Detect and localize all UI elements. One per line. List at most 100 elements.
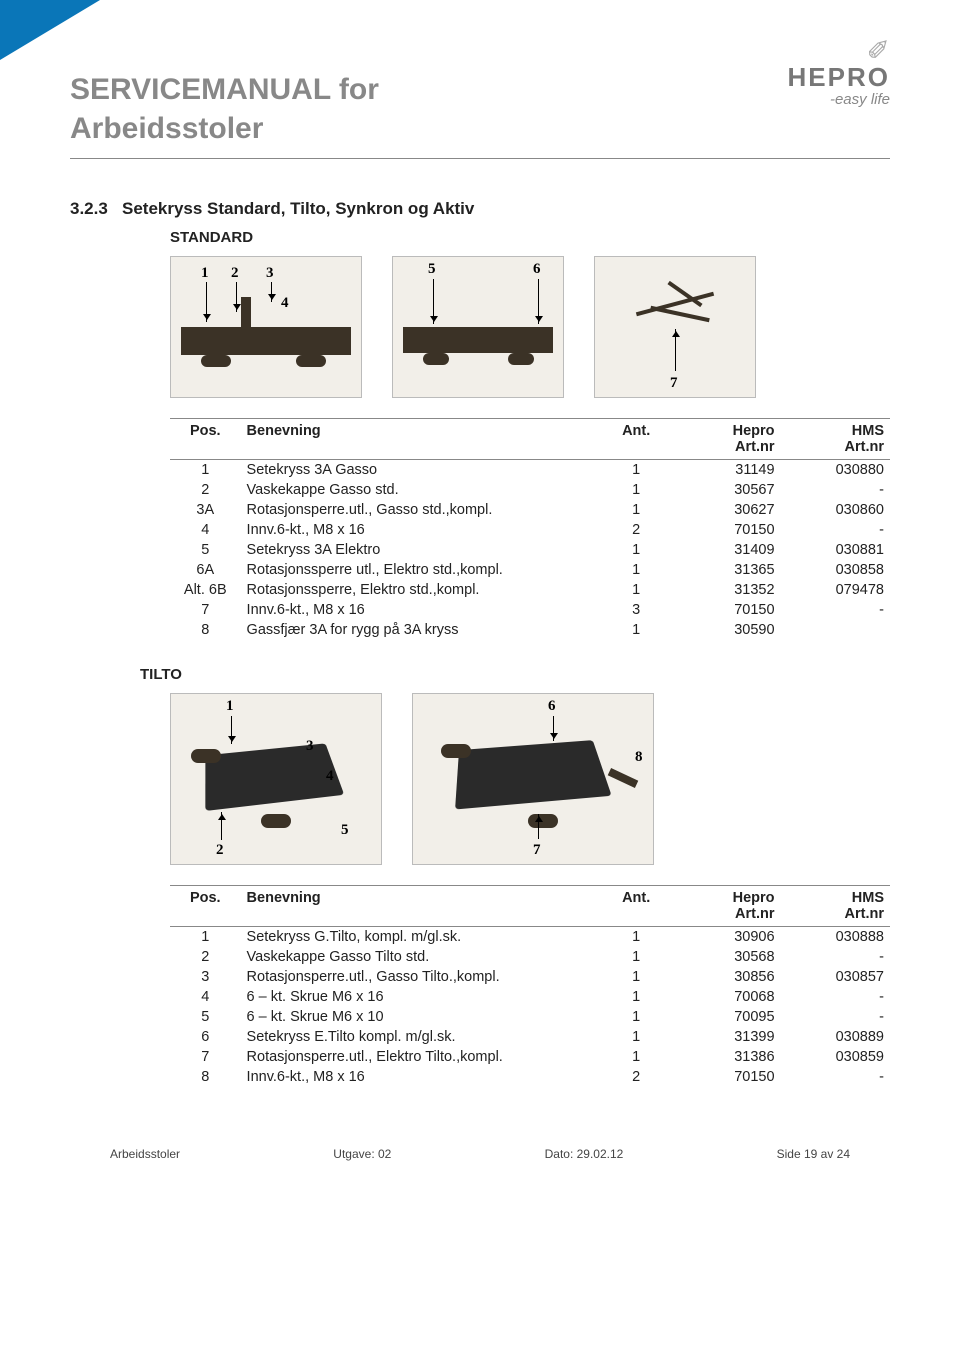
col-ant: Ant.	[601, 419, 671, 460]
corner-accent	[0, 0, 100, 60]
table-row: Alt. 6BRotasjonssperre, Elektro std.,kom…	[170, 580, 890, 600]
cell-name: Setekryss G.Tilto, kompl. m/gl.sk.	[241, 927, 601, 948]
header-rule	[70, 158, 890, 159]
cell-hms: -	[781, 520, 890, 540]
diagram-label: 4	[326, 768, 334, 785]
cell-name: Innv.6-kt., M8 x 16	[241, 600, 601, 620]
cell-name: Rotasjonsperre.utl., Gasso Tilto.,kompl.	[241, 967, 601, 987]
cell-hms: 030859	[781, 1047, 890, 1067]
cell-ant: 1	[601, 1047, 671, 1067]
table-row: 1Setekryss G.Tilto, kompl. m/gl.sk.13090…	[170, 927, 890, 948]
cell-pos: 8	[170, 1067, 241, 1087]
feather-icon: ✐	[788, 40, 890, 62]
cell-ant: 1	[601, 967, 671, 987]
col-name: Benevning	[241, 886, 601, 927]
diagram-label: 5	[341, 822, 349, 839]
cell-hms: -	[781, 480, 890, 500]
table-row: 8Gassfjær 3A for rygg på 3A kryss130590	[170, 620, 890, 640]
title-line1: SERVICEMANUAL for	[70, 70, 379, 109]
cell-hms: 030858	[781, 560, 890, 580]
col-hms: HMS Art.nr	[781, 886, 890, 927]
cell-name: Vaskekappe Gasso Tilto std.	[241, 947, 601, 967]
section-number: 3.2.3	[70, 199, 108, 218]
table-row: 3Rotasjonsperre.utl., Gasso Tilto.,kompl…	[170, 967, 890, 987]
cell-pos: 1	[170, 460, 241, 481]
col-hepro: Hepro Art.nr	[671, 419, 780, 460]
footer-center: Utgave: 02	[333, 1147, 391, 1161]
footer-page: Side 19 av 24	[777, 1147, 850, 1161]
cell-hms: 030860	[781, 500, 890, 520]
cell-pos: 6	[170, 1027, 241, 1047]
logo-tagline: -easy life	[788, 91, 890, 108]
cell-hms: 030881	[781, 540, 890, 560]
table-row: 8Innv.6-kt., M8 x 16270150-	[170, 1067, 890, 1087]
cell-name: Innv.6-kt., M8 x 16	[241, 520, 601, 540]
table-row: 2Vaskekappe Gasso std.130567-	[170, 480, 890, 500]
diagram-label: 7	[670, 375, 678, 392]
cell-pos: 4	[170, 987, 241, 1007]
cell-ant: 3	[601, 600, 671, 620]
cell-hms: 030880	[781, 460, 890, 481]
cell-hepro: 31399	[671, 1027, 780, 1047]
title-line2: Arbeidsstoler	[70, 109, 379, 148]
cell-name: Setekryss 3A Elektro	[241, 540, 601, 560]
cell-pos: Alt. 6B	[170, 580, 241, 600]
cell-hepro: 70150	[671, 1067, 780, 1087]
logo: ✐ HEPRO -easy life	[788, 40, 890, 108]
cell-hepro: 31149	[671, 460, 780, 481]
page: SERVICEMANUAL for Arbeidsstoler ✐ HEPRO …	[0, 0, 960, 1191]
cell-ant: 1	[601, 580, 671, 600]
cell-name: 6 – kt. Skrue M6 x 10	[241, 1007, 601, 1027]
cell-name: Rotasjonsperre.utl., Gasso std.,kompl.	[241, 500, 601, 520]
cell-hepro: 31365	[671, 560, 780, 580]
footer-date: Dato: 29.02.12	[545, 1147, 624, 1161]
table-row: 1Setekryss 3A Gasso131149030880	[170, 460, 890, 481]
cell-hms: 079478	[781, 580, 890, 600]
diagram-label: 5	[428, 261, 436, 278]
col-hepro: Hepro Art.nr	[671, 886, 780, 927]
footer-left: Arbeidsstoler	[110, 1147, 180, 1161]
standard-diagram-3: 7	[594, 256, 756, 398]
cell-hms: -	[781, 1007, 890, 1027]
diagram-label: 6	[548, 698, 556, 715]
cell-hepro: 30568	[671, 947, 780, 967]
cell-hepro: 30906	[671, 927, 780, 948]
cell-ant: 2	[601, 520, 671, 540]
standard-diagrams: 1 2 3 4 5 6 7	[170, 256, 890, 398]
table-header-row: Pos. Benevning Ant. Hepro Art.nr HMS Art…	[170, 886, 890, 927]
cell-ant: 1	[601, 560, 671, 580]
cell-name: Rotasjonsperre.utl., Elektro Tilto.,komp…	[241, 1047, 601, 1067]
cell-ant: 1	[601, 620, 671, 640]
tilto-diagram-2: 6 7 8	[412, 693, 654, 865]
cell-name: Rotasjonssperre utl., Elektro std.,kompl…	[241, 560, 601, 580]
diagram-label: 3	[266, 265, 274, 282]
cell-hms: 030889	[781, 1027, 890, 1047]
cell-pos: 3A	[170, 500, 241, 520]
diagram-label: 2	[216, 842, 224, 859]
diagram-label: 1	[226, 698, 234, 715]
cell-pos: 5	[170, 540, 241, 560]
diagram-label: 3	[306, 738, 314, 755]
col-ant: Ant.	[601, 886, 671, 927]
cell-pos: 7	[170, 1047, 241, 1067]
cell-name: 6 – kt. Skrue M6 x 16	[241, 987, 601, 1007]
tilto-diagrams: 1 2 3 4 5 6 7 8	[170, 693, 890, 865]
cell-hepro: 31409	[671, 540, 780, 560]
cell-ant: 1	[601, 1007, 671, 1027]
table-row: 2Vaskekappe Gasso Tilto std.130568-	[170, 947, 890, 967]
cell-hepro: 30567	[671, 480, 780, 500]
cell-hms: 030857	[781, 967, 890, 987]
document-title: SERVICEMANUAL for Arbeidsstoler	[70, 70, 379, 148]
col-pos: Pos.	[170, 419, 241, 460]
table-row: 56 – kt. Skrue M6 x 10170095-	[170, 1007, 890, 1027]
cell-hepro: 70150	[671, 600, 780, 620]
cell-hms: -	[781, 947, 890, 967]
cell-pos: 7	[170, 600, 241, 620]
cell-name: Vaskekappe Gasso std.	[241, 480, 601, 500]
cell-pos: 2	[170, 947, 241, 967]
col-hms: HMS Art.nr	[781, 419, 890, 460]
cell-pos: 3	[170, 967, 241, 987]
cell-name: Rotasjonssperre, Elektro std.,kompl.	[241, 580, 601, 600]
cell-name: Gassfjær 3A for rygg på 3A kryss	[241, 620, 601, 640]
cell-hepro: 30627	[671, 500, 780, 520]
